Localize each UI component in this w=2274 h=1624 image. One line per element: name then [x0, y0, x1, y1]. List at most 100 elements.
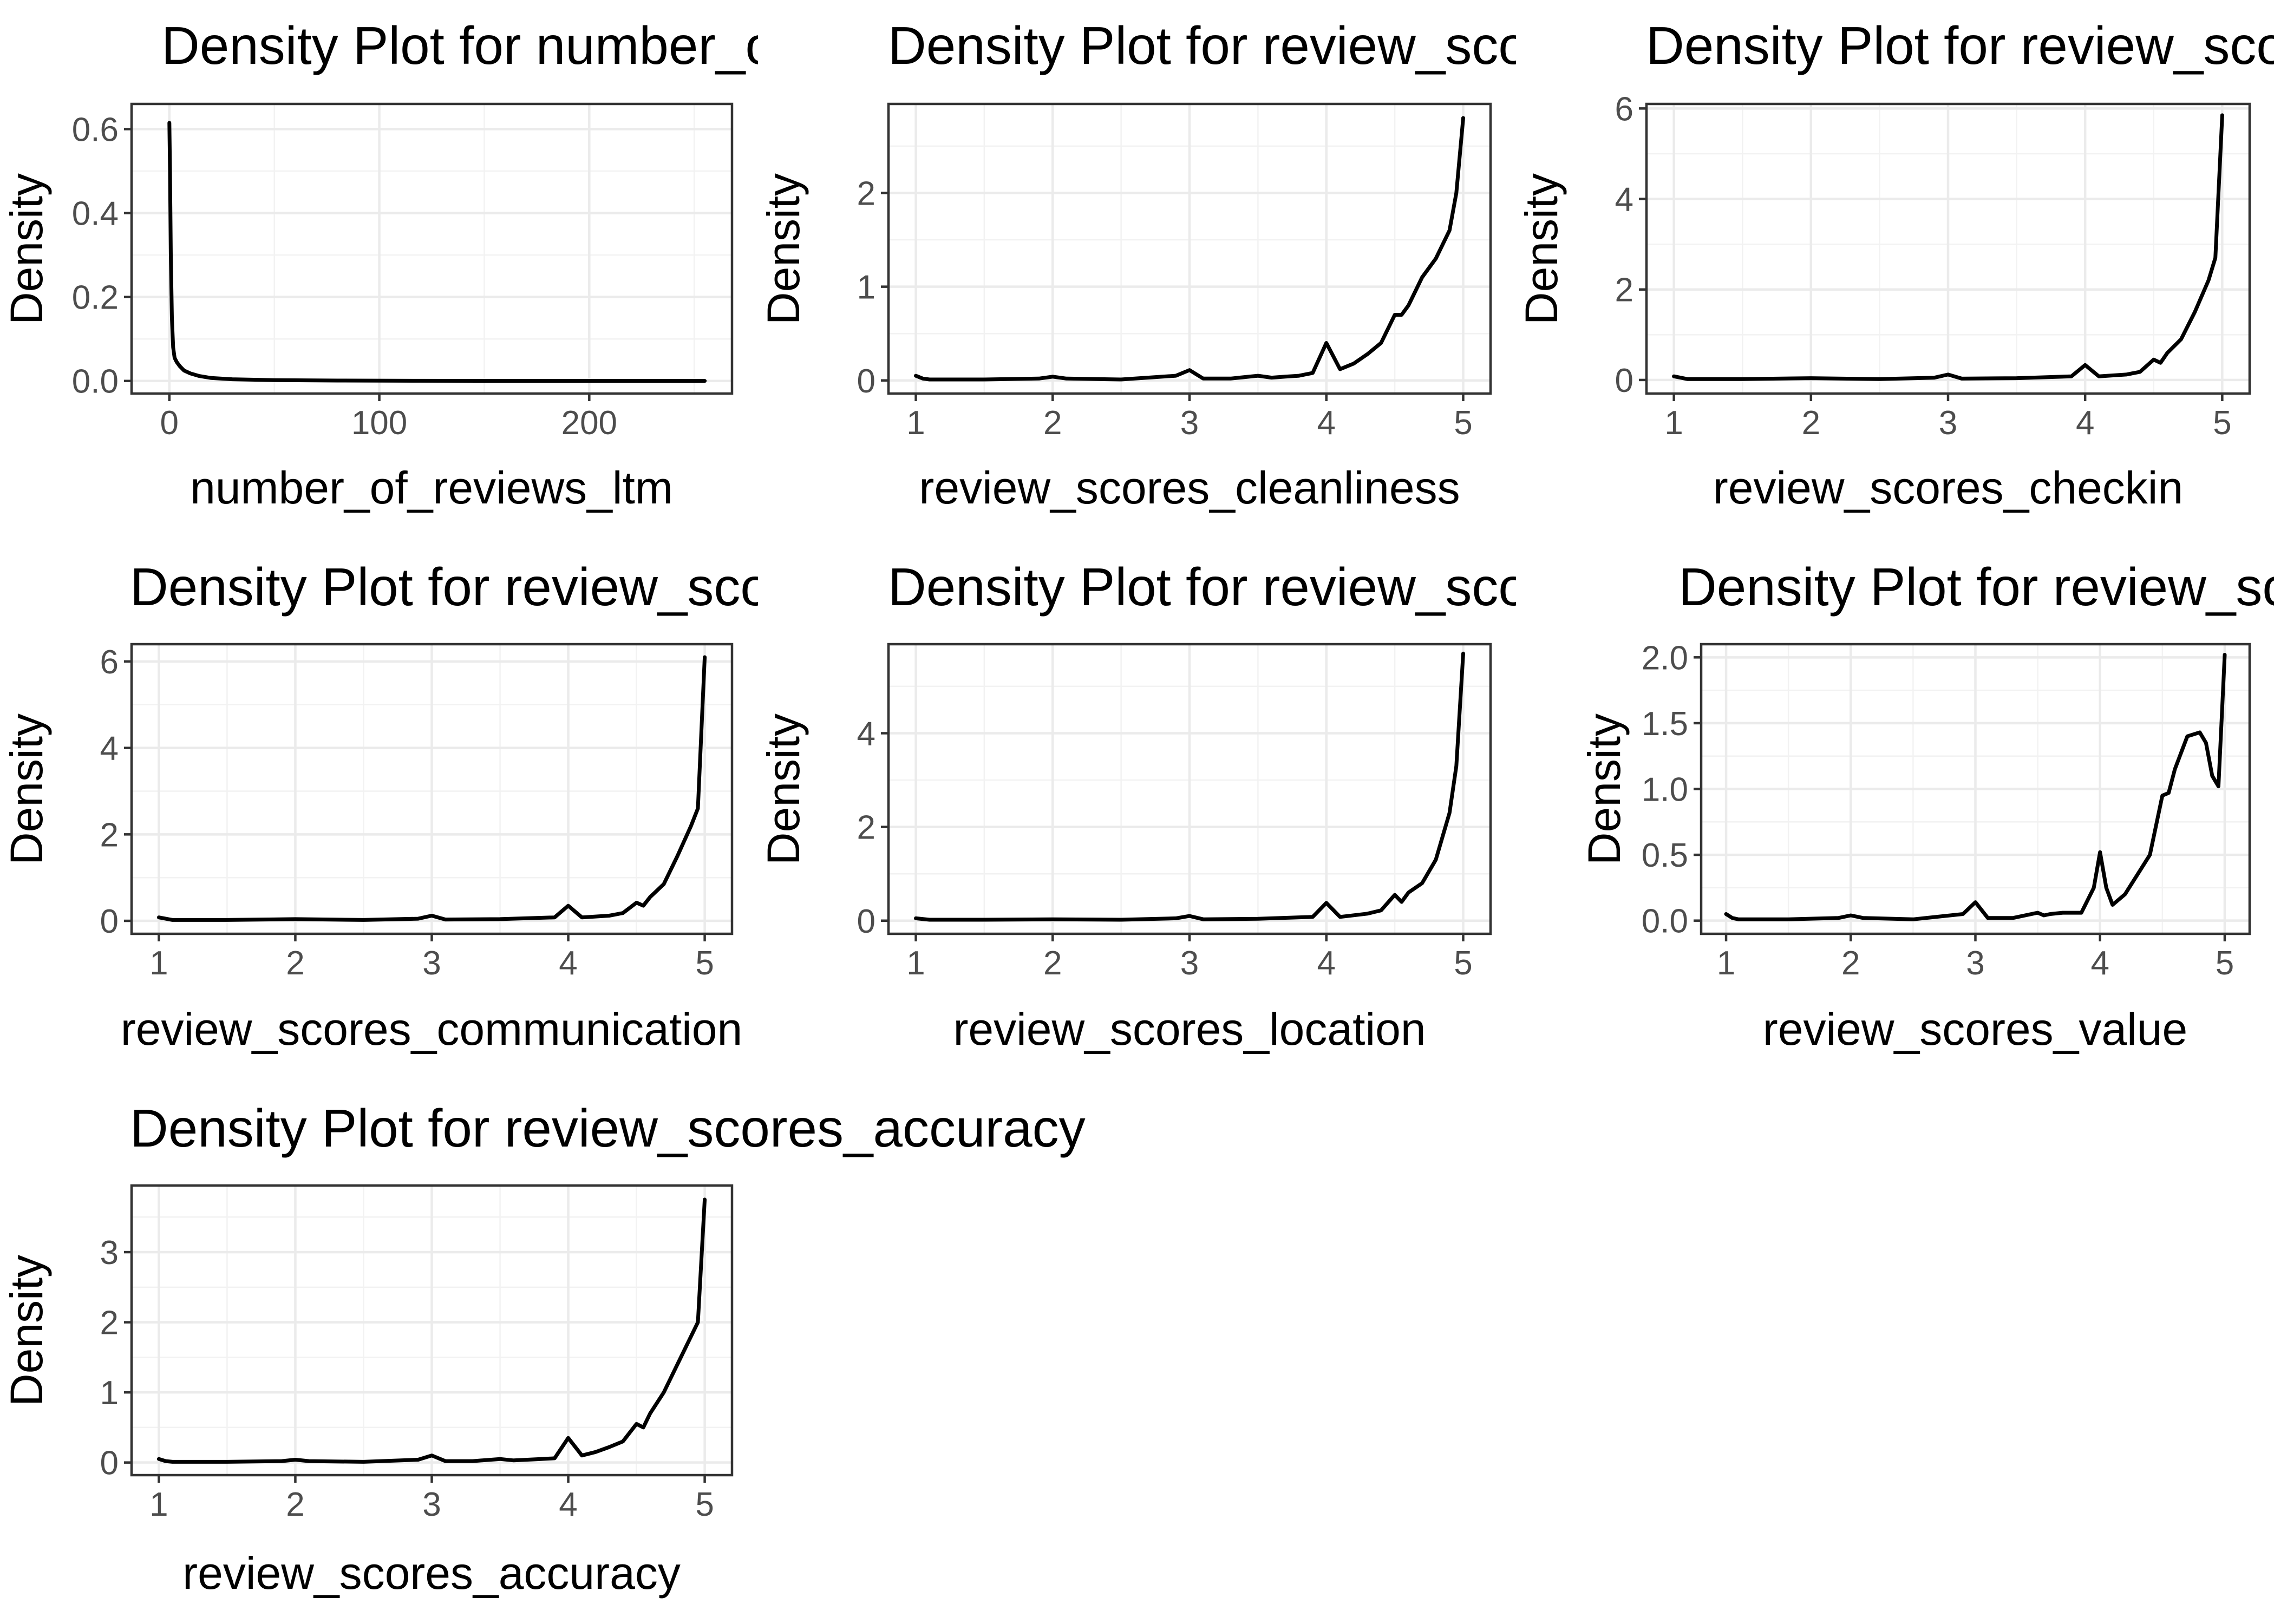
y-tick-label: 0.5: [1642, 837, 1688, 874]
density-curve: [1724, 653, 2227, 921]
grid: [888, 104, 1491, 394]
y-tick-label: 1.5: [1642, 705, 1688, 743]
x-tick-label: 1: [906, 945, 925, 982]
y-tick-label: 0.4: [72, 195, 119, 233]
y-tick-label: 0.0: [1642, 903, 1688, 940]
y-tick-label: 4: [100, 730, 119, 768]
y-tick-label: 0: [1615, 362, 1633, 400]
x-tick-label: 3: [1939, 404, 1957, 442]
y-axis-label: Density: [1, 1255, 52, 1406]
grid: [132, 644, 732, 934]
density-curve: [1672, 113, 2224, 381]
density-curve: [914, 116, 1465, 382]
y-tick-label: 1: [100, 1374, 119, 1412]
x-tick-label: 2: [286, 945, 304, 982]
x-tick-label: 3: [1180, 945, 1199, 982]
x-tick-label: 100: [351, 404, 407, 442]
density-panel-4: 1 2 3 4 5 0 2 4 6 Density Plot for review_scores_…: [1, 557, 1230, 1055]
y-tick-label: 0.0: [72, 363, 119, 401]
x-axis-label: review_scores_value: [1763, 1004, 2187, 1055]
y-tick-label: 1: [857, 269, 875, 306]
y-tick-label: 0: [857, 363, 875, 400]
x-tick-label: 5: [1454, 404, 1472, 442]
x-tick-label: 1: [906, 404, 925, 442]
density-curve: [156, 1197, 707, 1464]
x-axis-label: review_scores_location: [953, 1004, 1426, 1055]
y-axis-label: Density: [1579, 713, 1630, 865]
density-curve: [914, 651, 1465, 922]
x-tick-label: 3: [1180, 404, 1199, 442]
x-axis-label: review_scores_checkin: [1713, 462, 2183, 513]
x-axis-label: review_scores_cleanliness: [919, 462, 1460, 513]
y-axis-label: Density: [758, 173, 809, 325]
x-tick-label: 2: [1043, 945, 1062, 982]
x-tick-label: 4: [559, 945, 577, 982]
panel-title: Density Plot for review_scores_location: [888, 557, 1814, 617]
y-tick-label: 0.2: [72, 279, 119, 317]
panel-title: Density Plot for review_scores_checkin: [1646, 16, 2274, 75]
x-tick-label: 3: [422, 945, 441, 982]
y-tick-label: 0: [857, 903, 875, 940]
x-tick-label: 4: [559, 1486, 577, 1523]
density-panel-6: 1 2 3 4 5 0.0 0.5 1.0 1.5 2.0 Density Plot for rev…: [1579, 557, 2274, 1055]
panel-title: Density Plot for review_scores_value: [1678, 557, 2274, 617]
x-tick-label: 3: [422, 1486, 441, 1523]
density-curve: [156, 655, 707, 922]
y-tick-label: 0.6: [72, 112, 119, 149]
x-tick-label: 1: [149, 945, 168, 982]
x-tick-label: 1: [149, 1486, 168, 1523]
y-tick-label: 2: [1615, 272, 1633, 309]
x-axis-label: review_scores_communication: [121, 1004, 742, 1055]
y-tick-label: 6: [1615, 90, 1633, 128]
grid: [132, 1186, 732, 1475]
y-tick-label: 1.0: [1642, 771, 1688, 809]
y-tick-label: 4: [857, 715, 875, 752]
y-tick-label: 4: [1615, 181, 1633, 219]
density-curve: [167, 121, 707, 383]
x-tick-label: 5: [695, 945, 714, 982]
x-tick-label: 4: [1317, 945, 1335, 982]
x-tick-label: 4: [2090, 945, 2109, 982]
x-axis-label: review_scores_accuracy: [182, 1548, 681, 1599]
y-tick-label: 2: [857, 809, 875, 847]
panel-border: [130, 102, 734, 395]
y-tick-label: 3: [100, 1234, 119, 1272]
y-tick-label: 6: [100, 644, 119, 681]
density-panel-1: 0 100 200 0.0 0.2 0.4 0.6 Density Plot for numb…: [1, 16, 1099, 513]
x-tick-label: 200: [561, 404, 617, 442]
panel-title: Density Plot for review_scores_communica…: [130, 557, 1230, 617]
x-tick-label: 2: [1841, 945, 1860, 982]
y-axis-label: Density: [1, 713, 52, 865]
y-tick-label: 0: [100, 903, 119, 940]
grid: [132, 104, 732, 394]
grid: [888, 644, 1491, 934]
panel-title: Density Plot for review_scores_cleanline…: [888, 16, 1893, 75]
x-tick-label: 0: [160, 404, 179, 442]
panel-title: Density Plot for number_of_reviews_ltm: [161, 16, 1099, 75]
y-tick-label: 0: [100, 1445, 119, 1482]
y-axis-label: Density: [1, 173, 52, 325]
x-tick-label: 5: [695, 1486, 714, 1523]
panel-title: Density Plot for review_scores_accuracy: [130, 1098, 1086, 1158]
y-tick-label: 2.0: [1642, 639, 1688, 677]
grid: [1646, 104, 2250, 394]
density-panel-3: 1 2 3 4 5 0 2 4 6 Density Plot for review_scores_…: [1516, 16, 2274, 513]
x-tick-label: 4: [1317, 404, 1335, 442]
x-tick-label: 3: [1966, 945, 1984, 982]
y-tick-label: 2: [100, 1305, 119, 1342]
density-panel-5: 1 2 3 4 5 0 2 4 Density Plot for review_scores_l…: [758, 557, 1814, 1055]
grid: [1701, 644, 2250, 934]
x-tick-label: 1: [1717, 945, 1735, 982]
x-tick-label: 1: [1664, 404, 1683, 442]
x-tick-label: 5: [2216, 945, 2234, 982]
y-axis-label: Density: [1516, 173, 1567, 325]
y-tick-label: 2: [857, 175, 875, 212]
y-tick-label: 2: [100, 816, 119, 854]
x-tick-label: 2: [1043, 404, 1062, 442]
x-tick-label: 5: [2213, 404, 2231, 442]
y-axis-label: Density: [758, 713, 809, 865]
x-tick-label: 4: [2076, 404, 2094, 442]
x-tick-label: 5: [1454, 945, 1472, 982]
